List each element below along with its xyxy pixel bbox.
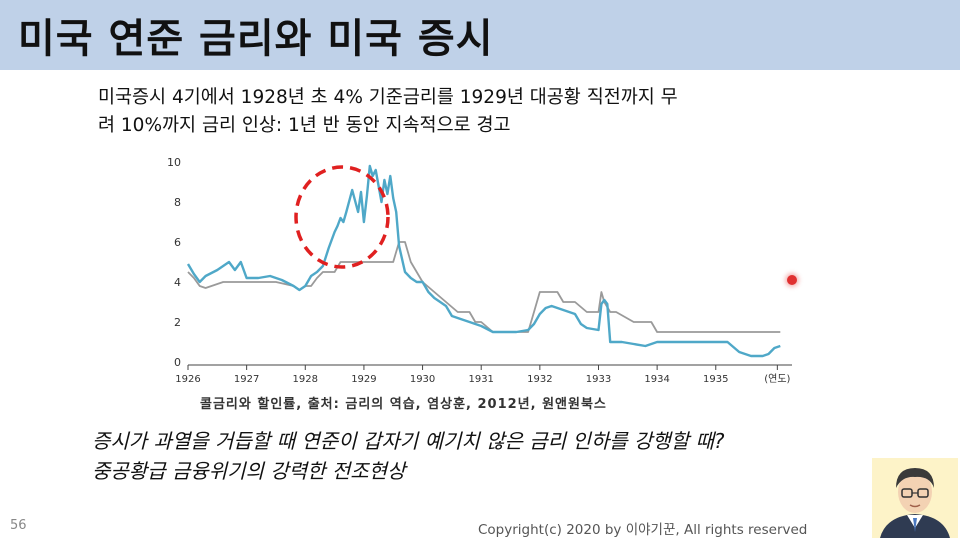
interest-rate-chart: 0 2 4 6 8 10 1926 1927 1928 1929 1930 1931 1932 1933…: [167, 156, 792, 385]
subtitle-line-2: 려 10%까지 금리 인상: 1년 반 동안 지속적으로 경고: [98, 115, 511, 136]
x-tick-label: 1926: [175, 374, 200, 385]
series-line-discount-rate: [187, 241, 781, 333]
x-tick-label: (연도): [764, 373, 790, 385]
highlight-circle: [294, 165, 390, 269]
x-tick-label: 1930: [410, 374, 435, 385]
y-tick-label: 4: [174, 276, 181, 289]
y-tick-label: 0: [174, 356, 181, 369]
slide-subtitle: 미국증시 4기에서 1928년 초 4% 기준금리를 1929년 대공황 직전까…: [98, 84, 838, 140]
series-layer: [186, 164, 781, 358]
y-tick-label: 10: [167, 156, 181, 169]
title-bar: 미국 연준 금리와 미국 증시: [0, 0, 960, 70]
presenter-avatar: [872, 458, 958, 538]
note-line-2: 중공황급 금융위기의 강력한 전조현상: [92, 459, 406, 483]
copyright-text: Copyright(c) 2020 by 이야기꾼, All rights re…: [478, 522, 808, 538]
slide-title: 미국 연준 금리와 미국 증시: [18, 16, 494, 62]
note: 증시가 과열을 거듭할 때 연준이 갑자기 예기치 않은 금리 인하를 강행할 …: [92, 426, 725, 486]
x-tick-label: 1929: [351, 374, 376, 385]
x-axis: 1926 1927 1928 1929 1930 1931 1932 1933 1934 1935…: [175, 364, 792, 385]
chart-caption: 콜금리와 할인률, 출처: 금리의 역습, 염상훈, 2012년, 원앤원북스: [200, 397, 607, 412]
x-tick-label: 1934: [644, 374, 669, 385]
y-tick-label: 8: [174, 196, 181, 209]
x-tick-label: 1931: [468, 374, 493, 385]
laser-pointer-dot: [787, 275, 797, 285]
x-tick-label: 1933: [586, 374, 611, 385]
page-number: 56: [10, 518, 27, 533]
x-tick-label: 1928: [293, 374, 318, 385]
y-tick-label: 2: [174, 316, 181, 329]
note-line-1: 증시가 과열을 거듭할 때 연준이 갑자기 예기치 않은 금리 인하를 강행할 …: [92, 429, 725, 453]
x-tick-label: 1932: [527, 374, 552, 385]
subtitle-line-1: 미국증시 4기에서 1928년 초 4% 기준금리를 1929년 대공황 직전까…: [98, 87, 678, 108]
x-tick-label: 1927: [234, 374, 259, 385]
y-tick-label: 6: [174, 236, 181, 249]
x-tick-label: 1935: [703, 374, 728, 385]
series-line-call-rate: [186, 164, 781, 358]
y-axis: 0 2 4 6 8 10: [167, 156, 181, 369]
